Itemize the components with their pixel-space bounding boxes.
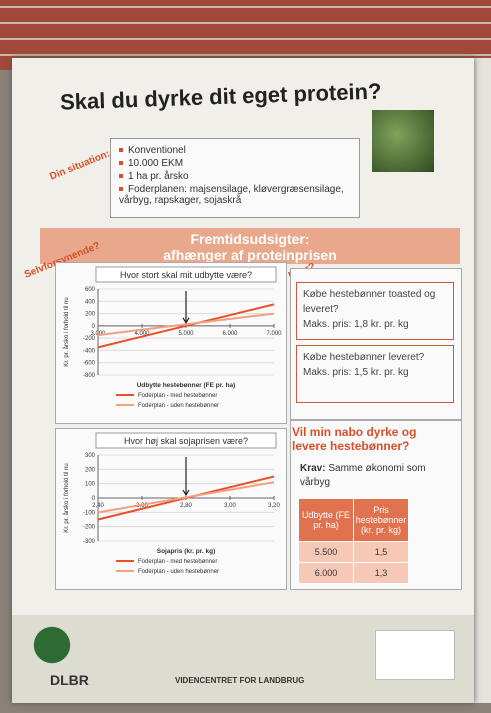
table-cell: 1,3 [354,563,409,584]
option-box: Købe hestebønner leveret? Maks. pris: 1,… [296,345,454,403]
y-tick-label: 100 [85,482,96,488]
x-tick-label: 7.000 [266,331,282,337]
y-tick-label: -600 [83,361,96,367]
y-tick-label: 200 [85,312,96,318]
y-tick-label: -800 [83,373,96,379]
neighbor-question: Vil min nabo dyrke og levere hestebønner… [292,425,442,453]
x-tick-label: 2,80 [180,503,192,509]
option-price: Maks. pris: 1,8 kr. pr. kg [303,317,447,332]
price-table: Udbytte (FE pr. ha)Pris hestebønner (kr.… [298,498,409,584]
clover-logo [30,625,74,665]
x-tick-label: 3,00 [224,503,236,509]
option-price: Maks. pris: 1,5 kr. pr. kg [303,365,447,380]
y-tick-label: 300 [85,453,96,459]
situation-item: Konventionel [119,145,351,156]
legend-label: Foderplan - uden hestebønner [138,403,219,409]
option-text: Købe hestebønner leveret? [303,350,447,365]
legend-label: Foderplan - med hestebønner [138,393,217,399]
y-tick-label: 0 [92,496,96,502]
y-tick-label: -400 [83,348,96,354]
chart-title: Hvor stort skal mit udbytte være? [120,270,252,280]
situation-box: Konventionel 10.000 EKM 1 ha pr. årsko F… [110,138,360,218]
neighbor-poster [474,58,491,703]
table-cell: 6.000 [299,563,354,584]
x-tick-label: 6.000 [222,331,238,337]
chart-panel: Hvor høj skal sojaprisen være? Kr. pr. år… [55,428,287,590]
x-axis-label: Udbytte hestebønner (FE pr. ha) [137,382,236,389]
y-tick-label: 600 [85,287,96,293]
y-tick-label: 400 [85,299,96,305]
situation-item: 10.000 EKM [119,158,351,169]
chart-title: Hvor høj skal sojaprisen være? [124,436,248,446]
y-tick-label: -100 [83,510,96,516]
chart-panel: Hvor stort skal mit udbytte være? Kr. pr.… [55,262,287,424]
arrow [183,291,189,323]
arrow [183,457,189,495]
option-box: Købe hestebønner toasted og leveret? Mak… [296,282,454,340]
plant-photo [372,110,434,172]
x-axis-label: Sojapris (kr. pr. kg) [157,548,216,555]
y-tick-label: -300 [83,539,96,545]
y-tick-label: 0 [92,324,96,330]
table-header: Udbytte (FE pr. ha) [299,499,354,542]
chart: Hvor stort skal mit udbytte være? Kr. pr.… [56,263,286,423]
banner: Fremtidsudsigter: afhænger af proteinpri… [40,228,460,264]
situation-item: Foderplanen: majsensilage, kløvergræsens… [119,184,351,206]
legend-label: Foderplan - med hestebønner [138,559,217,565]
banner-line: Fremtidsudsigter: [40,231,460,247]
dlbr-logo: DLBR [50,672,89,688]
y-axis-label: Kr. pr. årsko i forhold til nu [63,297,70,366]
chart: Hvor høj skal sojaprisen være? Kr. pr. år… [56,429,286,589]
y-tick-label: -200 [83,336,96,342]
table-cell: 5.500 [299,542,354,563]
y-tick-label: 200 [85,467,96,473]
x-tick-label: 5.000 [178,331,194,337]
y-axis-label: Kr. pr. årsko i forhold til nu [63,463,70,532]
situation-item: 1 ha pr. årsko [119,171,351,182]
table-cell: 1,5 [354,542,409,563]
option-text: Købe hestebønner toasted og leveret? [303,287,447,317]
badge [375,630,455,680]
vfl-logo: VIDENCENTRET FOR LANDBRUG [175,676,304,685]
table-header: Pris hestebønner (kr. pr. kg) [354,499,409,542]
legend-label: Foderplan - uden hestebønner [138,569,219,575]
requirement: Krav: Samme økonomi som vårbyg [300,462,450,490]
x-tick-label: 3,20 [268,503,280,509]
banner-line: afhænger af proteinprisen [40,247,460,263]
requirement-label: Krav: [300,463,326,474]
page: Skal du dyrke dit eget protein? Din situ… [0,0,491,713]
y-tick-label: -200 [83,525,96,531]
